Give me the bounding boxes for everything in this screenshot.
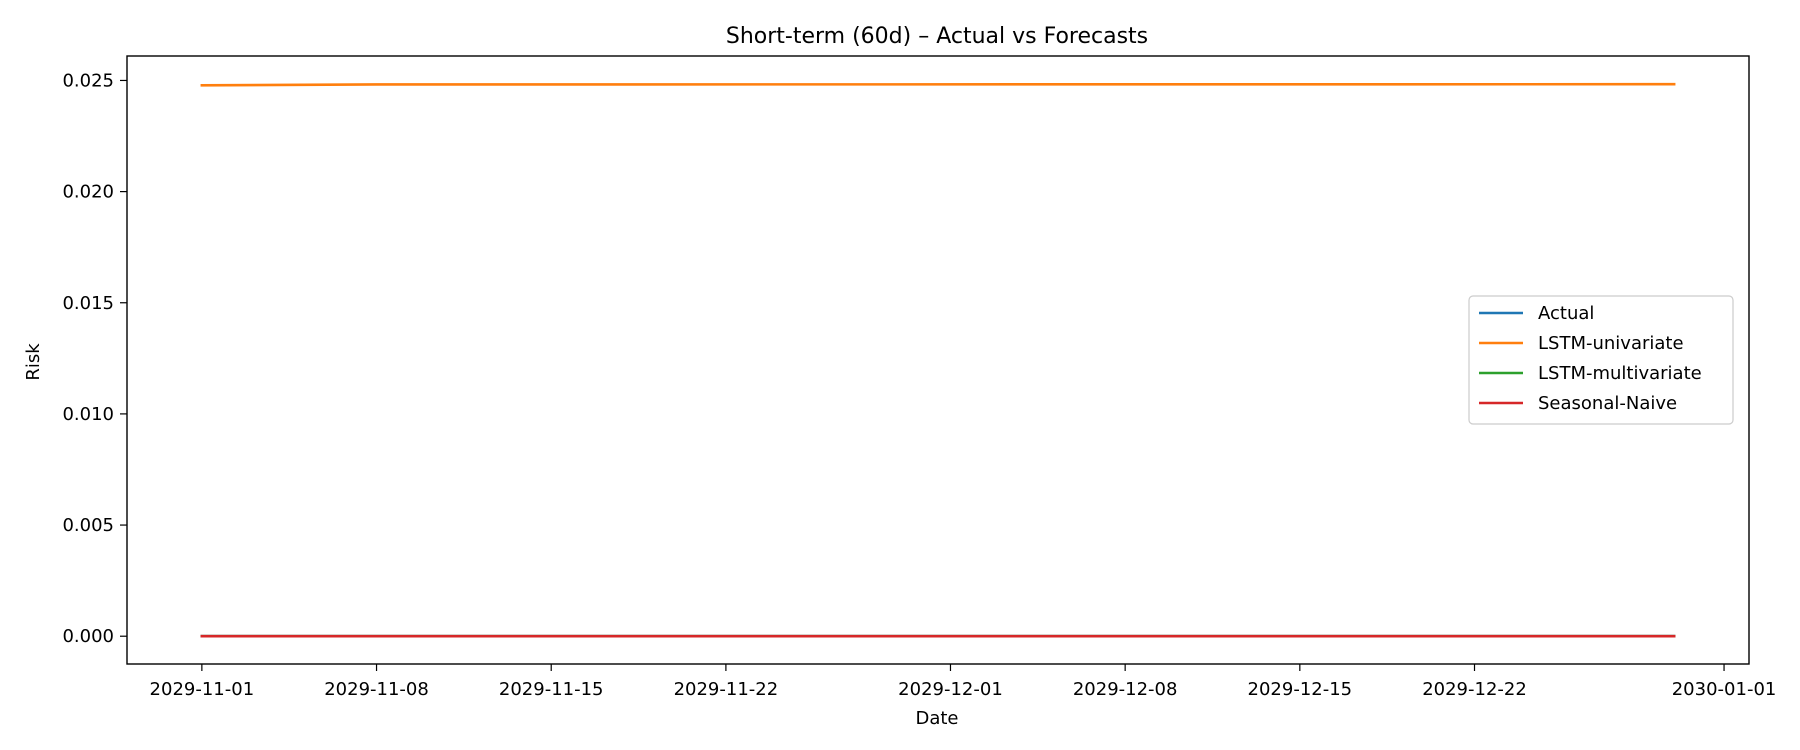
legend-label-actual: Actual bbox=[1538, 303, 1594, 324]
x-tick-label: 2029-11-22 bbox=[674, 679, 779, 700]
y-tick-label: 0.005 bbox=[62, 515, 114, 536]
y-axis: 0.000 0.005 0.010 0.015 0.020 0.025 bbox=[62, 70, 127, 647]
y-tick-label: 0.000 bbox=[62, 626, 114, 647]
x-tick-label: 2029-11-08 bbox=[324, 679, 429, 700]
y-tick-label: 0.010 bbox=[62, 404, 114, 425]
y-tick-label: 0.025 bbox=[62, 70, 114, 91]
x-tick-label: 2029-11-01 bbox=[150, 679, 255, 700]
legend-box bbox=[1468, 295, 1734, 425]
x-axis-label: Date bbox=[915, 708, 958, 729]
legend-label-lstm-multivariate: LSTM-multivariate bbox=[1538, 363, 1702, 384]
legend: Actual LSTM-univariate LSTM-multivariate Se… bbox=[1468, 295, 1734, 425]
x-tick-label: 2029-11-15 bbox=[499, 679, 604, 700]
x-tick-label: 2030-01-01 bbox=[1672, 679, 1777, 700]
x-tick-label: 2029-12-01 bbox=[898, 679, 1003, 700]
x-axis: 2029-11-01 2029-11-08 2029-11-15 2029-11-22… bbox=[150, 664, 1777, 700]
x-tick-label: 2029-12-22 bbox=[1422, 679, 1527, 700]
x-tick-label: 2029-12-15 bbox=[1248, 679, 1353, 700]
chart-title: Short-term (60d) – Actual vs Forecasts bbox=[726, 24, 1148, 49]
legend-label-seasonal-naive: Seasonal-Naive bbox=[1538, 393, 1677, 414]
y-axis-label: Risk bbox=[23, 343, 44, 381]
y-tick-label: 0.015 bbox=[62, 293, 114, 314]
legend-label-lstm-univariate: LSTM-univariate bbox=[1538, 333, 1684, 354]
x-tick-label: 2029-12-08 bbox=[1073, 679, 1178, 700]
series-line-lstm-univariate bbox=[200, 82, 1676, 87]
y-tick-label: 0.020 bbox=[62, 182, 114, 203]
legend-items: Actual LSTM-univariate LSTM-multivariate Se… bbox=[1479, 303, 1702, 414]
series-layer bbox=[200, 82, 1676, 638]
